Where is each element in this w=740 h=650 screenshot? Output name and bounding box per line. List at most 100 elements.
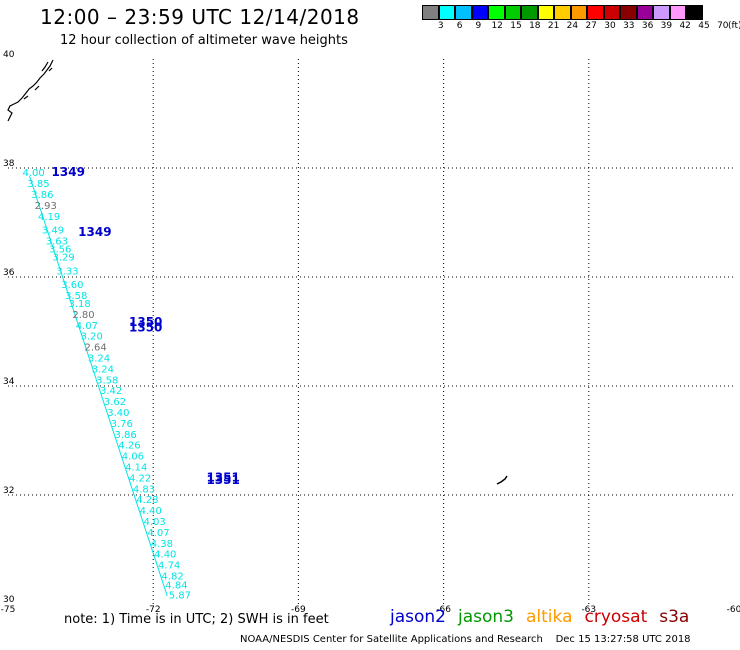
wave-height-label: 3.20 [81, 332, 103, 343]
wave-height-label: 4.84 [165, 581, 187, 592]
satellite-legend: jason2 jason3 altika cryosat s3a [390, 607, 701, 627]
legend-jason2: jason2 [390, 607, 446, 627]
coastline-bermuda [496, 475, 508, 485]
lat-tick-label: 38 [3, 159, 15, 169]
color-scale-bar [422, 5, 703, 20]
color-swatch [504, 5, 521, 20]
color-scale-label: 39 [660, 21, 673, 31]
wave-height-label: 3.40 [107, 408, 129, 419]
orbit-number-label: 1350 [129, 315, 162, 329]
wave-height-label: 5.87 [169, 591, 191, 602]
color-swatch [471, 5, 488, 20]
wave-height-label: 2.93 [35, 201, 57, 212]
track-line [29, 176, 168, 596]
lon-tick-label: -63 [581, 605, 596, 615]
wave-height-label: 3.18 [69, 299, 91, 310]
wave-height-label: 4.19 [38, 212, 60, 223]
color-scale-label: 12 [491, 21, 503, 31]
wave-height-label: 3.24 [92, 364, 114, 375]
wave-height-label: 3.29 [53, 253, 75, 264]
color-scale-label: 27 [585, 21, 597, 31]
color-swatch [488, 5, 505, 20]
wave-height-label: 4.83 [133, 484, 155, 495]
coastline [7, 59, 508, 485]
coastline-outer-banks [7, 59, 54, 122]
wave-height-label: 4.07 [147, 528, 169, 539]
wave-height-label: 2.80 [72, 310, 94, 321]
lat-tick-label: 40 [3, 50, 15, 60]
map-grid [8, 59, 734, 604]
color-scale-label: 33 [623, 21, 635, 31]
color-swatch [455, 5, 472, 20]
color-scale-label: 21 [547, 21, 560, 31]
map-title: 12:00 – 23:59 UTC 12/14/2018 [40, 5, 360, 29]
lat-tick-label: 36 [3, 268, 15, 278]
wave-height-labels: 4.003.853.862.934.19 3.493.633.563.29 3.33… [23, 168, 191, 601]
color-swatch [521, 5, 538, 20]
color-scale-label: 3 [437, 21, 444, 31]
lat-tick-label: 30 [3, 595, 15, 605]
wave-height-label: 4.26 [118, 441, 140, 452]
map-axis-labels: -75 -72 -69 -66 -63 -60 30 32 34 36 38 40 [1, 50, 740, 615]
wave-height-label: 3.58 [65, 291, 87, 302]
altimeter-track [29, 176, 168, 596]
wave-height-label: 4.40 [154, 550, 176, 561]
wave-height-label: 4.28 [136, 495, 158, 506]
color-scale-label: 24 [566, 21, 579, 31]
lat-tick-label: 32 [3, 486, 14, 496]
color-scale-label: 36 [641, 21, 654, 31]
color-scale-label: 42 [679, 21, 691, 31]
color-swatch [570, 5, 587, 20]
wave-height-label: 4.40 [140, 506, 162, 517]
lat-tick-label: 34 [3, 377, 15, 387]
wave-height-label: 3.86 [31, 190, 53, 201]
color-swatch [587, 5, 604, 20]
color-scale-label: 9 [475, 21, 482, 31]
color-scale-label: 30 [604, 21, 616, 31]
wave-height-label: 3.62 [104, 397, 126, 408]
wave-height-label: 4.00 [23, 168, 45, 179]
color-swatch [603, 5, 620, 20]
orbit-number-label: 1349 [52, 165, 85, 179]
wave-height-label: 4.14 [125, 462, 147, 473]
wave-height-label: 3.63 [46, 236, 68, 247]
legend-cryosat: cryosat [584, 607, 648, 627]
wave-height-label: 3.76 [111, 419, 133, 430]
orbit-number-label: 1351 [206, 473, 239, 487]
wave-height-label: 2.64 [84, 343, 106, 354]
wave-height-label: 3.49 [42, 225, 64, 236]
color-swatch [537, 5, 554, 20]
wave-height-label: 3.56 [49, 244, 71, 255]
wave-height-label: 4.82 [161, 571, 183, 582]
color-swatch [422, 5, 439, 20]
color-swatch [669, 5, 686, 20]
color-scale-label: 15 [510, 21, 522, 31]
wave-height-label: 3.33 [56, 266, 78, 277]
orbit-number-label: 1349 [78, 225, 111, 239]
wave-height-label: 4.06 [122, 452, 144, 463]
wave-height-label: 3.60 [61, 280, 83, 291]
orbit-number-label: 1351 [206, 470, 239, 484]
footer-note: note: 1) Time is in UTC; 2) SWH is in fe… [64, 612, 329, 627]
legend-jason3: jason3 [458, 607, 514, 627]
lon-tick-label: -72 [146, 605, 161, 615]
wave-height-label: 3.58 [96, 375, 118, 386]
wave-height-label: 3.24 [88, 353, 110, 364]
color-scale-label: 18 [529, 21, 541, 31]
wave-height-label: 3.42 [100, 386, 122, 397]
color-swatch [438, 5, 455, 20]
legend-s3a: s3a [659, 607, 690, 627]
lon-tick-label: -69 [291, 605, 306, 615]
wave-height-label: 3.85 [27, 179, 49, 190]
lon-tick-label: -75 [1, 605, 16, 615]
color-scale-unit: (ft) [728, 21, 740, 31]
color-swatch [653, 5, 670, 20]
color-scale-label: 45 [698, 21, 710, 31]
color-swatch [554, 5, 571, 20]
color-swatch [686, 5, 703, 20]
color-scale-label: 70 [717, 21, 729, 31]
wave-height-label: 4.74 [158, 561, 180, 572]
color-swatch [636, 5, 653, 20]
